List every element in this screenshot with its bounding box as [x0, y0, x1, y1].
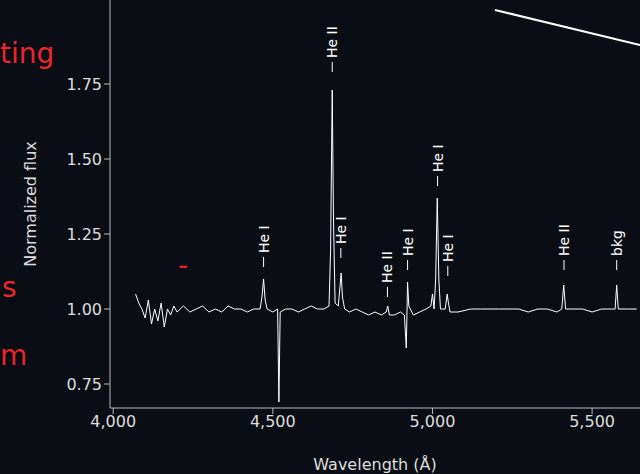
svg-text:5,500: 5,500	[569, 412, 615, 431]
svg-text:He II: He II	[324, 26, 340, 58]
svg-text:He I: He I	[333, 216, 349, 244]
svg-text:1.25: 1.25	[66, 225, 102, 244]
svg-text:1.50: 1.50	[66, 150, 102, 169]
svg-text:He I: He I	[256, 225, 272, 253]
svg-text:He II: He II	[556, 224, 572, 256]
svg-text:1.75: 1.75	[66, 75, 102, 94]
html-text:m: m	[0, 339, 28, 372]
html-text:s: s	[2, 271, 17, 304]
svg-text:He I: He I	[440, 234, 456, 262]
svg-text:0.75: 0.75	[66, 375, 102, 394]
svg-text:1.00: 1.00	[66, 300, 102, 319]
svg-text:bkg: bkg	[609, 230, 625, 256]
svg-text:He I: He I	[430, 144, 446, 172]
svg-text:Wavelength (Å): Wavelength (Å)	[313, 455, 436, 474]
html-text:ting: ting	[0, 37, 55, 70]
svg-text:Normalized flux: Normalized flux	[21, 141, 40, 267]
svg-text:5,000: 5,000	[410, 412, 456, 431]
svg-text:4,000: 4,000	[90, 412, 136, 431]
svg-text:He II: He II	[379, 251, 395, 283]
svg-text:4,500: 4,500	[250, 412, 296, 431]
svg-text:He I: He I	[400, 228, 416, 256]
